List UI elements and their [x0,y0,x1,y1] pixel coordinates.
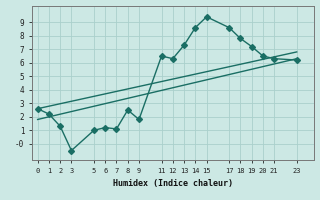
X-axis label: Humidex (Indice chaleur): Humidex (Indice chaleur) [113,179,233,188]
